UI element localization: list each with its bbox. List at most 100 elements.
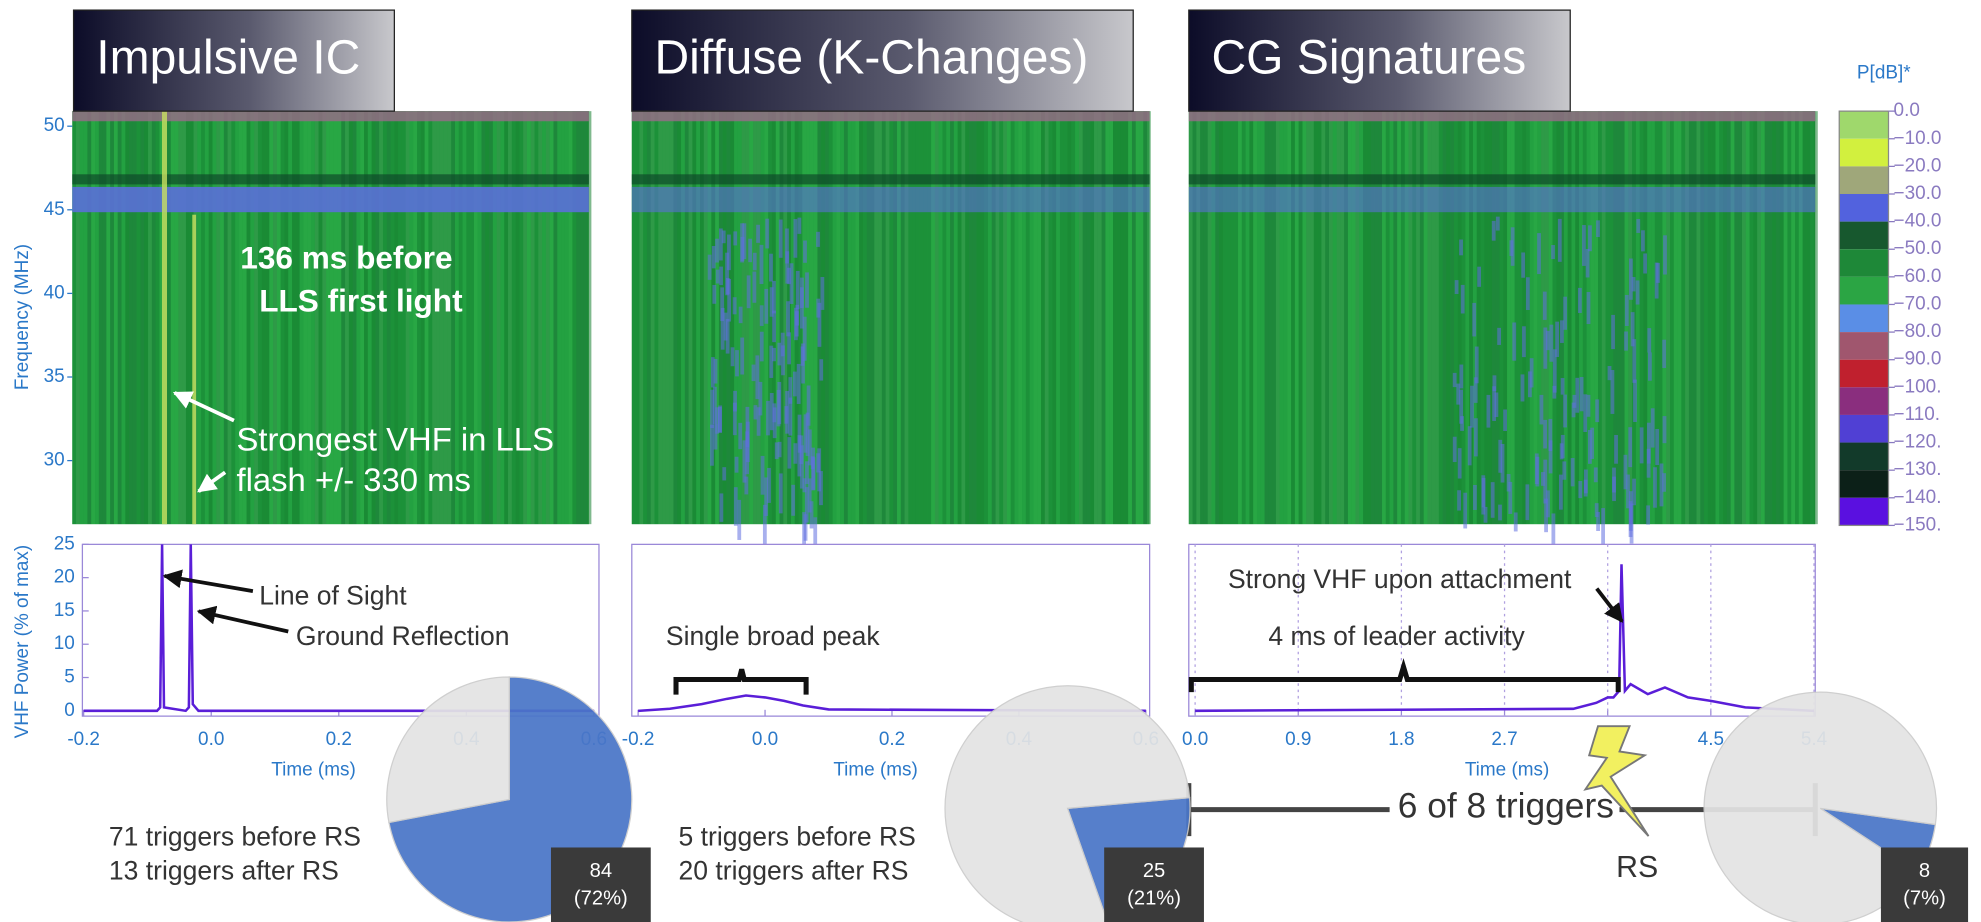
- texture: [779, 473, 783, 513]
- texture: [1765, 111, 1769, 524]
- texture: [681, 111, 685, 524]
- texture: [715, 239, 719, 263]
- texture: [1257, 111, 1261, 524]
- y-tick-label: 0: [64, 700, 75, 721]
- texture: [156, 111, 160, 524]
- texture: [1474, 418, 1478, 456]
- texture: [1587, 292, 1591, 324]
- texture: [1742, 111, 1746, 524]
- texture: [908, 111, 912, 524]
- texture: [916, 111, 920, 524]
- y-tick-label: 15: [54, 600, 75, 621]
- texture: [1551, 513, 1555, 544]
- trigger-note: 20 triggers after RS: [679, 856, 909, 886]
- texture: [1075, 111, 1079, 524]
- texture: [878, 111, 882, 524]
- texture: [855, 111, 859, 524]
- texture: [1459, 240, 1463, 256]
- texture: [1386, 111, 1390, 524]
- texture: [1090, 111, 1094, 524]
- texture: [1514, 512, 1518, 531]
- texture: [1431, 111, 1435, 524]
- y-tick-label: 50: [44, 115, 65, 136]
- texture: [844, 111, 848, 524]
- texture: [1363, 111, 1367, 524]
- texture: [137, 111, 141, 524]
- texture: [912, 111, 916, 524]
- texture: [735, 350, 739, 376]
- texture: [228, 111, 232, 524]
- texture: [1515, 111, 1519, 524]
- texture: [802, 512, 806, 545]
- texture: [753, 111, 757, 524]
- texture: [1496, 217, 1500, 231]
- texture: [1530, 111, 1534, 524]
- texture: [1712, 111, 1716, 524]
- texture: [819, 471, 823, 505]
- annotation: 136 ms before: [240, 240, 452, 276]
- texture: [760, 305, 764, 326]
- slice-count: 25: [1143, 860, 1165, 882]
- texture: [958, 111, 962, 524]
- texture: [1525, 484, 1529, 520]
- texture: [553, 111, 557, 524]
- texture: [1140, 111, 1144, 524]
- texture: [1497, 328, 1501, 345]
- texture: [1086, 111, 1090, 524]
- texture: [803, 241, 807, 263]
- texture: [939, 111, 943, 524]
- texture: [182, 111, 186, 524]
- texture: [519, 111, 523, 524]
- texture: [1193, 111, 1197, 524]
- texture: [965, 111, 969, 524]
- texture: [114, 111, 118, 524]
- texture: [805, 272, 809, 307]
- texture: [1700, 111, 1704, 524]
- texture: [1468, 426, 1472, 465]
- texture: [1268, 111, 1272, 524]
- texture: [1314, 111, 1318, 524]
- texture: [1272, 111, 1276, 524]
- texture: [1746, 111, 1750, 524]
- y-tick-label: 30: [44, 450, 65, 471]
- texture: [1463, 493, 1467, 529]
- texture: [632, 174, 1150, 184]
- texture: [1390, 111, 1394, 524]
- texture: [996, 111, 1000, 524]
- texture: [670, 111, 674, 524]
- texture: [1662, 111, 1666, 524]
- texture: [1563, 395, 1567, 428]
- colorbar-band: [1839, 222, 1888, 250]
- texture: [753, 253, 757, 271]
- texture: [1663, 416, 1667, 443]
- x-tick-label: -0.2: [622, 729, 655, 750]
- texture: [1643, 253, 1647, 273]
- texture: [1030, 111, 1034, 524]
- texture: [1454, 111, 1458, 524]
- texture: [1056, 111, 1060, 524]
- colorbar-tick-label: −110.: [1894, 404, 1941, 425]
- texture: [738, 423, 742, 449]
- texture: [1249, 111, 1253, 524]
- texture: [1428, 111, 1432, 524]
- trigger-note: 5 triggers before RS: [679, 822, 916, 852]
- texture: [72, 111, 589, 121]
- texture: [1098, 111, 1102, 524]
- texture: [1528, 371, 1532, 397]
- texture: [1022, 111, 1026, 524]
- texture: [1734, 111, 1738, 524]
- texture: [508, 111, 512, 524]
- texture: [927, 111, 931, 524]
- texture: [632, 187, 1150, 212]
- texture: [1397, 111, 1401, 524]
- texture: [1595, 503, 1599, 517]
- x-tick-label: 0.0: [198, 729, 224, 750]
- texture: [1014, 111, 1018, 524]
- texture: [125, 111, 129, 524]
- texture: [1329, 111, 1333, 524]
- texture: [531, 111, 535, 524]
- texture: [886, 111, 890, 524]
- texture: [720, 287, 724, 321]
- texture: [1723, 111, 1727, 524]
- texture: [863, 111, 867, 524]
